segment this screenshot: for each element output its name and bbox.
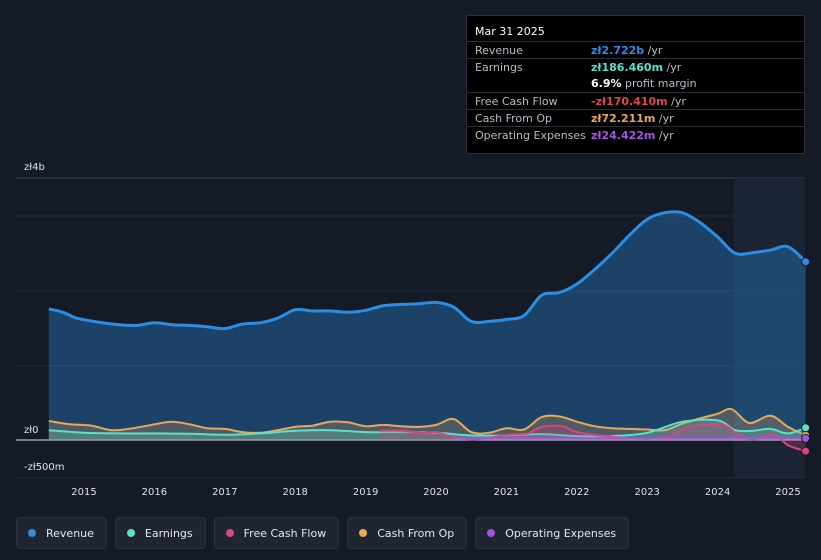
x-tick-label: 2024 <box>705 487 730 498</box>
legend-item-free-cash-flow[interactable]: Free Cash Flow <box>213 517 340 549</box>
series-line-revenue <box>48 210 807 331</box>
tooltip-date: Mar 31 2025 <box>475 25 545 38</box>
tooltip-value: zł72.211m <box>591 112 656 125</box>
series-line-cash-from-op <box>48 407 807 437</box>
tooltip-value-wrap: -zł170.410m /yr <box>591 95 686 108</box>
x-tick-label: 2015 <box>71 487 96 498</box>
x-axis-labels: 2015 2016 2017 2018 2019 2020 2021 2022 2023 2024… <box>71 487 800 498</box>
tooltip-row-revenue: Revenue zł2.722b /yr <box>467 41 804 59</box>
tooltip-unit: /yr <box>667 95 686 108</box>
tooltip-label: Cash From Op <box>475 112 553 125</box>
series-line-earnings <box>48 418 806 438</box>
legend-item-cash-from-op[interactable]: Cash From Op <box>347 517 468 549</box>
x-tick-label: 2025 <box>775 487 800 498</box>
legend-item-operating-expenses[interactable]: Operating Expenses <box>475 517 630 549</box>
tooltip-label: Operating Expenses <box>475 129 586 142</box>
legend-item-revenue[interactable]: Revenue <box>16 517 107 549</box>
legend-label: Operating Expenses <box>505 526 617 540</box>
tooltip-label: Earnings <box>475 61 523 74</box>
tooltip-row-margin: 6.9% profit margin <box>467 75 804 92</box>
series-end-point-revenue <box>801 257 811 267</box>
x-tick-label: 2020 <box>423 487 448 498</box>
series-line-free-cash-flow <box>379 422 806 453</box>
x-tick-label: 2021 <box>494 487 519 498</box>
series-area-revenue <box>48 211 806 440</box>
legend-label: Earnings <box>144 526 193 540</box>
tooltip-value-wrap: zł2.722b /yr <box>591 44 662 57</box>
tooltip-row-cfo: Cash From Op zł72.211m /yr <box>467 109 804 127</box>
tooltip-value: zł2.722b <box>591 44 645 57</box>
tooltip-row-fcf: Free Cash Flow -zł170.410m /yr <box>467 92 804 110</box>
y-axis-labels: zł4b zł0 -zł500m <box>24 162 65 473</box>
tooltip-unit: /yr <box>663 61 682 74</box>
legend-label: Revenue <box>46 526 94 540</box>
series-layer <box>48 210 811 456</box>
tooltip-row-earnings: Earnings zł186.460m /yr <box>467 58 804 76</box>
legend-dot-icon <box>225 529 234 537</box>
tooltip-value: zł186.460m <box>591 61 664 74</box>
x-tick-label: 2022 <box>564 487 589 498</box>
tooltip-row-opex: Operating Expenses zł24.422m /yr <box>467 126 804 144</box>
tooltip: Mar 31 2025 Revenue zł2.722b /yr Earning… <box>466 15 805 154</box>
legend: Revenue Earnings Free Cash Flow Cash Fro… <box>16 517 630 549</box>
legend-dot-icon <box>487 529 496 537</box>
tooltip-value-wrap: zł72.211m /yr <box>591 112 674 125</box>
series-end-point-free-cash-flow <box>801 446 811 456</box>
legend-label: Cash From Op <box>377 526 455 540</box>
series-end-point-operating-expenses <box>801 433 811 443</box>
tooltip-unit: /yr <box>644 44 663 57</box>
legend-dot-icon <box>126 529 135 537</box>
y-label-top: zł4b <box>24 162 45 173</box>
x-tick-label: 2017 <box>212 487 237 498</box>
x-tick-label: 2023 <box>634 487 659 498</box>
tooltip-value-wrap: zł186.460m /yr <box>591 61 681 74</box>
tooltip-unit: /yr <box>655 112 674 125</box>
legend-label: Free Cash Flow <box>243 526 327 540</box>
legend-item-earnings[interactable]: Earnings <box>114 517 206 549</box>
y-label-bottom: -zł500m <box>24 462 65 473</box>
tooltip-value: 6.9% <box>591 77 622 90</box>
x-tick-label: 2018 <box>282 487 307 498</box>
legend-dot-icon <box>359 529 368 537</box>
tooltip-unit: profit margin <box>621 77 697 90</box>
tooltip-value: zł24.422m <box>591 129 656 142</box>
x-tick-label: 2019 <box>353 487 378 498</box>
tooltip-label: Revenue <box>475 44 523 57</box>
tooltip-value-wrap: zł24.422m /yr <box>591 129 674 142</box>
tooltip-value: -zł170.410m <box>591 95 668 108</box>
tooltip-unit: /yr <box>655 129 674 142</box>
tooltip-label: Free Cash Flow <box>475 95 558 108</box>
y-label-zero: zł0 <box>24 425 38 436</box>
series-end-point-earnings <box>801 423 811 433</box>
legend-dot-icon <box>28 529 36 537</box>
x-tick-label: 2016 <box>142 487 167 498</box>
tooltip-value-wrap: 6.9% profit margin <box>591 77 697 90</box>
